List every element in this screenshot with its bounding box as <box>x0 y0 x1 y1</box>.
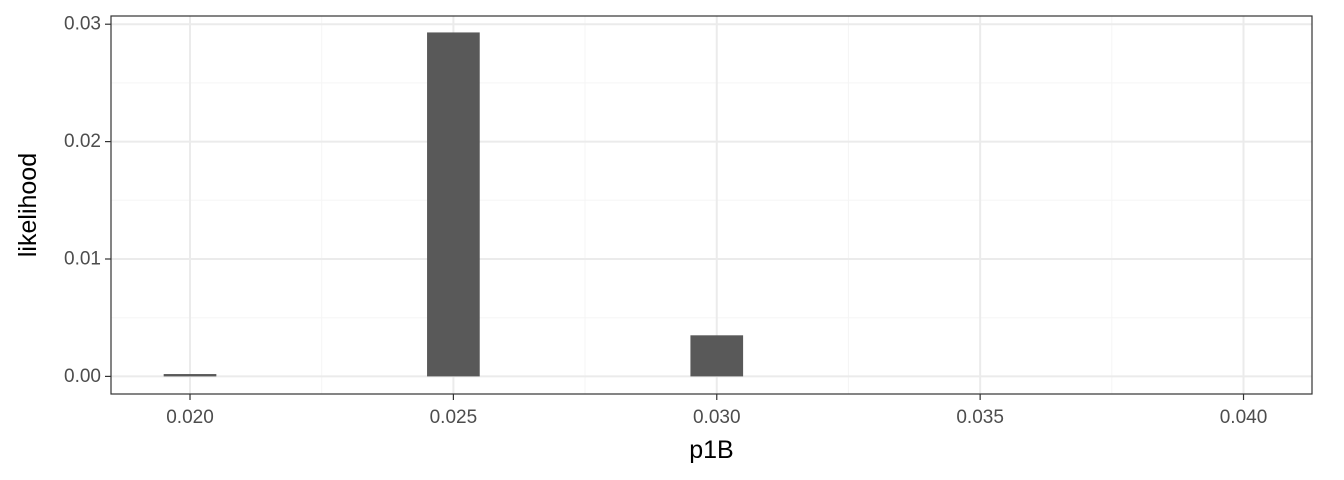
x-tick-label: 0.025 <box>430 407 478 428</box>
bar <box>163 374 217 377</box>
y-axis-title: likelihood <box>14 153 42 257</box>
x-tick-label: 0.035 <box>956 407 1004 428</box>
y-axis: 0.00 0.01 0.02 0.03 <box>64 14 111 387</box>
y-tick-label: 0.00 <box>64 366 101 387</box>
y-tick-label: 0.02 <box>64 131 101 152</box>
grid-minor <box>111 16 1312 394</box>
bar <box>427 32 480 377</box>
x-tick-label: 0.020 <box>166 407 214 428</box>
x-axis-title: p1B <box>689 436 733 464</box>
x-tick-label: 0.030 <box>693 407 741 428</box>
y-tick-label: 0.03 <box>64 14 101 35</box>
y-tick-label: 0.01 <box>64 249 101 270</box>
panel-border <box>110 15 1313 395</box>
bar <box>690 335 744 377</box>
x-tick-label: 0.040 <box>1220 407 1268 428</box>
x-axis: 0.020 0.025 0.030 0.035 0.040 <box>166 394 1267 428</box>
bars <box>163 32 744 377</box>
